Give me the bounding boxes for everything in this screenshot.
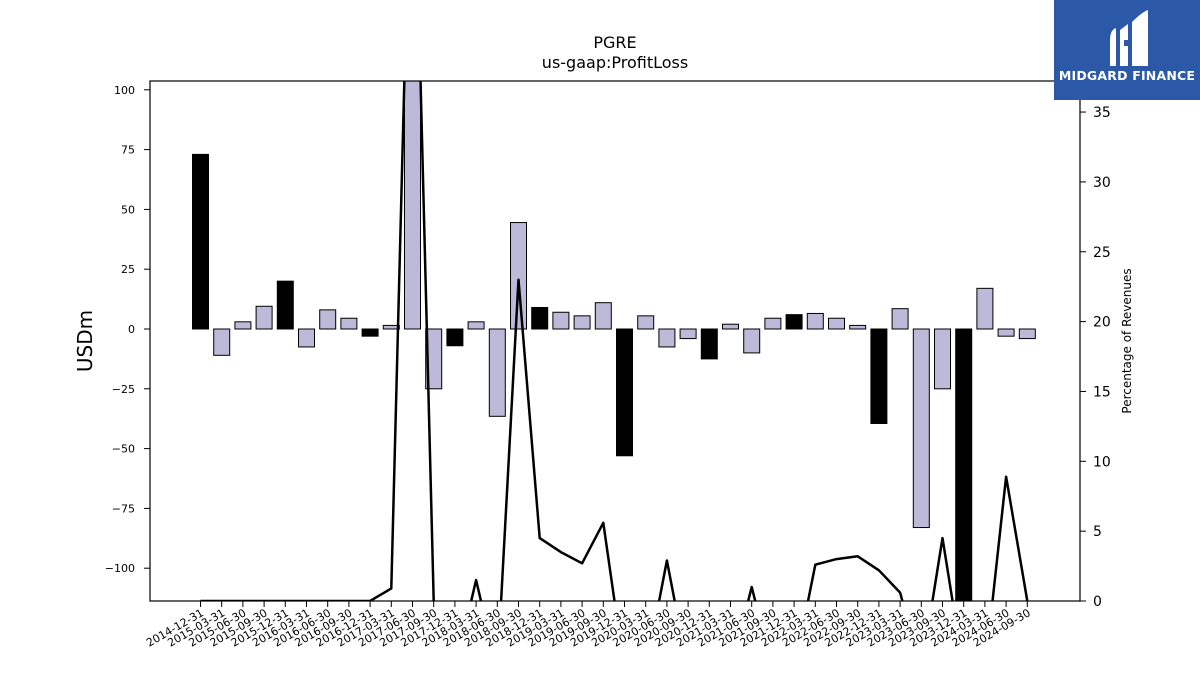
bar-2018-12-31 — [531, 306, 549, 330]
plot-frame — [149, 80, 1081, 602]
y2-tick-label: 15 — [1093, 384, 1111, 400]
y-axis-label: USDm — [73, 310, 97, 372]
bar-2023-06-30 — [912, 328, 930, 529]
y-tick-label: 50 — [121, 203, 135, 216]
y2-tick-label: 30 — [1093, 175, 1111, 191]
bar-2016-03-31 — [298, 328, 315, 348]
bar-2022-03-31 — [806, 312, 824, 330]
bar-series — [192, 81, 1036, 601]
bar-2017-06-30 — [404, 81, 421, 330]
bar-2024-09-30 — [1018, 328, 1036, 340]
bar-2015-06-30 — [234, 321, 252, 330]
bar-2017-09-30 — [425, 328, 443, 390]
bar-2022-12-31 — [870, 328, 888, 424]
bar-2023-03-31 — [891, 308, 909, 330]
bar-2019-12-31 — [616, 328, 633, 457]
bar-2015-12-31 — [276, 280, 294, 330]
y2-tick-label: 10 — [1093, 454, 1111, 470]
chart-title: PGRE — [593, 33, 636, 52]
y2-tick-label: 5 — [1093, 524, 1102, 540]
bar-2017-03-31 — [382, 324, 400, 330]
logo-icon — [1110, 10, 1148, 66]
bar-2019-06-30 — [573, 315, 591, 330]
y-tick-label: −75 — [112, 502, 135, 515]
bar-2016-12-31 — [361, 328, 379, 337]
y2-tick-label: 25 — [1093, 245, 1111, 261]
brand-logo: MIDGARD FINANCE — [1054, 0, 1200, 100]
bar-2021-03-31 — [722, 323, 739, 330]
bar-2015-03-31 — [213, 328, 231, 356]
x-axis: 2014-12-312015-03-312015-06-302015-09-30… — [144, 601, 1033, 650]
bar-2024-06-30 — [997, 328, 1015, 337]
y2-axis-label: Percentage of Revenues — [1120, 268, 1134, 413]
y-axis-right: 0 5 10 15 20 25 30 35 — [1080, 105, 1111, 610]
bar-2020-09-30 — [679, 328, 697, 340]
bar-2020-06-30 — [658, 328, 676, 348]
bar-2022-06-30 — [828, 317, 845, 330]
y-tick-label: 100 — [114, 84, 135, 97]
bar-2016-09-30 — [340, 317, 358, 330]
y2-tick-label: 35 — [1093, 105, 1111, 121]
y-tick-label: −50 — [112, 443, 135, 456]
y2-tick-label: 20 — [1093, 315, 1111, 331]
y2-tick-label: 0 — [1093, 594, 1102, 610]
bar-2024-03-31 — [976, 287, 994, 330]
bar-2018-03-31 — [467, 321, 485, 330]
bar-2023-09-30 — [934, 328, 951, 390]
bar-2015-09-30 — [255, 305, 273, 330]
bar-2017-12-31 — [446, 328, 464, 347]
y-tick-label: 25 — [121, 263, 135, 276]
y-tick-label: 0 — [128, 323, 135, 336]
bar-2014-12-31 — [192, 153, 209, 330]
brand-name: MIDGARD FINANCE — [1058, 68, 1196, 83]
y-tick-label: −25 — [112, 383, 135, 396]
bar-2019-09-30 — [594, 302, 612, 330]
line-series — [200, 81, 1029, 601]
bar-2023-12-31 — [955, 328, 973, 601]
bar-2020-03-31 — [637, 315, 655, 330]
bar-2019-03-31 — [552, 311, 570, 330]
y-tick-label: 75 — [121, 144, 135, 157]
bar-2021-09-30 — [764, 317, 782, 330]
chart-subtitle: us-gaap:ProfitLoss — [542, 53, 688, 72]
bar-2020-12-31 — [700, 328, 718, 360]
bar-2022-09-30 — [849, 324, 867, 330]
bar-2018-06-30 — [488, 328, 506, 417]
bar-2021-12-31 — [785, 314, 803, 330]
y-tick-label: −100 — [105, 562, 135, 575]
percentage-line — [200, 81, 1029, 601]
bar-2021-06-30 — [743, 328, 761, 354]
bar-2016-06-30 — [319, 309, 337, 330]
bar-2018-09-30 — [510, 222, 527, 330]
y-axis-left: 100 75 50 25 0 −25 −50 −75 −100 — [105, 84, 150, 575]
